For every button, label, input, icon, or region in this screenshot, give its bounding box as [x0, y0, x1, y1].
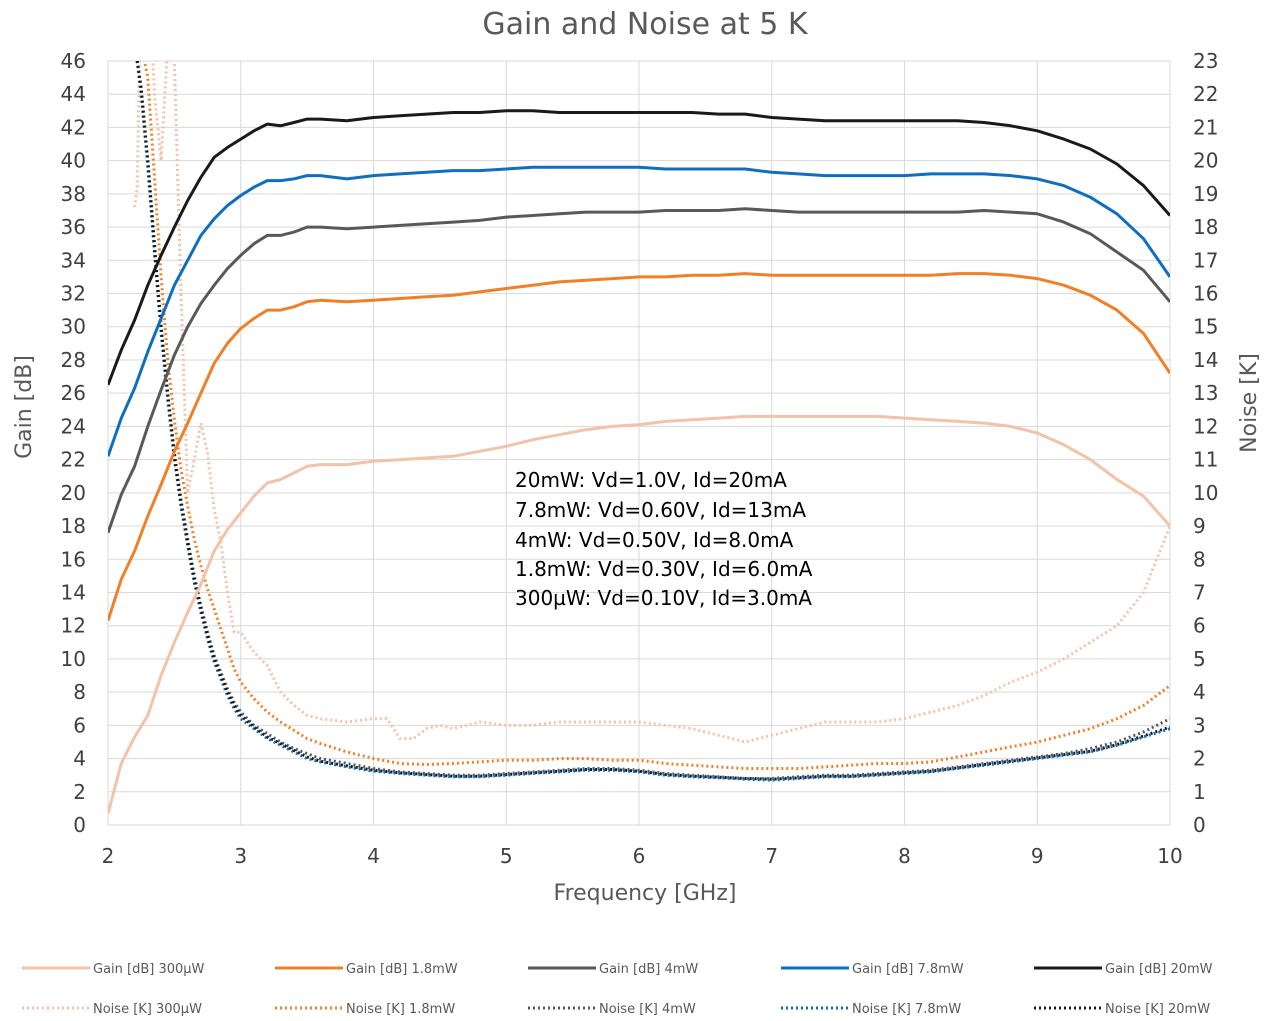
- right-tick-label: 14: [1193, 348, 1218, 372]
- right-tick-label: 11: [1193, 448, 1218, 472]
- right-tick-label: 17: [1193, 248, 1218, 272]
- series-line-0: [108, 414, 1170, 814]
- left-tick-label: 14: [61, 580, 86, 604]
- x-axis-ticks: 2 3 4 5 6 7 8 9 10: [102, 844, 1183, 868]
- series-line-6: [142, 61, 1170, 770]
- legend-label: Gain [dB] 1.8mW: [346, 962, 458, 977]
- right-tick-label: 0: [1193, 813, 1206, 837]
- legend-label: Noise [K] 7.8mW: [852, 1002, 961, 1017]
- left-axis-ticks: 0246810121416182022242628303234363840424…: [61, 49, 86, 837]
- legend-label: Noise [K] 1.8mW: [346, 1002, 455, 1017]
- x-tick-label: 9: [1031, 844, 1044, 868]
- legend-label: Gain [dB] 4mW: [599, 962, 698, 977]
- x-tick-label: 3: [234, 844, 247, 868]
- right-tick-label: 18: [1193, 215, 1218, 239]
- x-tick-label: 7: [765, 844, 778, 868]
- legend: Gain [dB] 300µW Gain [dB] 1.8mW Gain [dB] …: [22, 962, 1213, 1017]
- legend-label: Noise [K] 20mW: [1105, 1002, 1210, 1017]
- annotation-20mw: 20mW: Vd=1.0V, Id=20mA: [515, 468, 787, 492]
- legend-label: Gain [dB] 20mW: [1105, 962, 1213, 977]
- series-line-7: [135, 61, 1170, 780]
- right-tick-label: 22: [1193, 82, 1218, 106]
- series-line-9: [135, 61, 1170, 781]
- left-tick-label: 8: [73, 680, 86, 704]
- left-tick-label: 0: [73, 813, 86, 837]
- annotation-300uw: 300µW: Vd=0.10V, Id=3.0mA: [515, 586, 812, 610]
- right-tick-label: 21: [1193, 115, 1218, 139]
- right-tick-label: 9: [1193, 514, 1206, 538]
- x-tick-label: 2: [102, 844, 115, 868]
- chart-title: Gain and Noise at 5 K: [482, 7, 809, 42]
- x-axis-title: Frequency [GHz]: [554, 881, 737, 906]
- left-tick-label: 4: [73, 747, 86, 771]
- right-tick-label: 15: [1193, 315, 1218, 339]
- series-line-4: [108, 109, 1170, 386]
- series-layer: [108, 61, 1170, 814]
- annotation-7-8mw: 7.8mW: Vd=0.60V, Id=13mA: [515, 498, 806, 522]
- left-tick-label: 6: [73, 713, 86, 737]
- left-tick-label: 40: [61, 149, 86, 173]
- left-tick-label: 46: [61, 49, 86, 73]
- left-tick-label: 10: [61, 647, 86, 671]
- left-tick-label: 32: [61, 282, 86, 306]
- left-tick-label: 42: [61, 115, 86, 139]
- plot-area-border: [107, 60, 1171, 826]
- x-tick-label: 8: [898, 844, 911, 868]
- right-tick-label: 5: [1193, 647, 1206, 671]
- left-tick-label: 44: [61, 82, 86, 106]
- left-tick-label: 2: [73, 780, 86, 804]
- left-tick-label: 36: [61, 215, 86, 239]
- left-tick-label: 28: [61, 348, 86, 372]
- series-line-3: [108, 165, 1170, 457]
- right-tick-label: 3: [1193, 713, 1206, 737]
- right-tick-label: 13: [1193, 381, 1218, 405]
- right-tick-label: 1: [1193, 780, 1206, 804]
- x-tick-label: 4: [367, 844, 380, 868]
- right-tick-label: 6: [1193, 614, 1206, 638]
- right-tick-label: 2: [1193, 747, 1206, 771]
- x-tick-label: 6: [633, 844, 646, 868]
- right-tick-label: 7: [1193, 580, 1206, 604]
- right-tick-label: 16: [1193, 282, 1218, 306]
- legend-label: Gain [dB] 7.8mW: [852, 962, 964, 977]
- left-tick-label: 24: [61, 414, 86, 438]
- left-tick-label: 34: [61, 248, 86, 272]
- annotation-4mw: 4mW: Vd=0.50V, Id=8.0mA: [515, 528, 794, 552]
- left-tick-label: 22: [61, 448, 86, 472]
- right-tick-label: 23: [1193, 49, 1218, 73]
- right-axis-title: Noise [K]: [1237, 353, 1262, 453]
- legend-label: Noise [K] 4mW: [599, 1002, 696, 1017]
- annotation-1-8mw: 1.8mW: Vd=0.30V, Id=6.0mA: [515, 557, 813, 581]
- series-line-1: [108, 272, 1170, 622]
- left-axis-title: Gain [dB]: [12, 355, 37, 459]
- left-tick-label: 30: [61, 315, 86, 339]
- left-tick-label: 20: [61, 481, 86, 505]
- right-tick-label: 4: [1193, 680, 1206, 704]
- bias-annotations: 20mW: Vd=1.0V, Id=20mA 7.8mW: Vd=0.60V, …: [515, 468, 813, 610]
- left-tick-label: 12: [61, 614, 86, 638]
- left-tick-label: 16: [61, 547, 86, 571]
- left-tick-label: 26: [61, 381, 86, 405]
- right-tick-label: 19: [1193, 182, 1218, 206]
- legend-label: Noise [K] 300µW: [93, 1002, 202, 1017]
- x-tick-label: 5: [500, 844, 513, 868]
- x-tick-label: 10: [1157, 844, 1182, 868]
- right-tick-label: 10: [1193, 481, 1218, 505]
- series-line-2: [108, 207, 1170, 534]
- right-tick-label: 20: [1193, 149, 1218, 173]
- right-tick-label: 8: [1193, 547, 1206, 571]
- series-line-5: [133, 61, 1170, 744]
- right-tick-label: 12: [1193, 414, 1218, 438]
- left-tick-label: 38: [61, 182, 86, 206]
- left-tick-label: 18: [61, 514, 86, 538]
- legend-label: Gain [dB] 300µW: [93, 962, 205, 977]
